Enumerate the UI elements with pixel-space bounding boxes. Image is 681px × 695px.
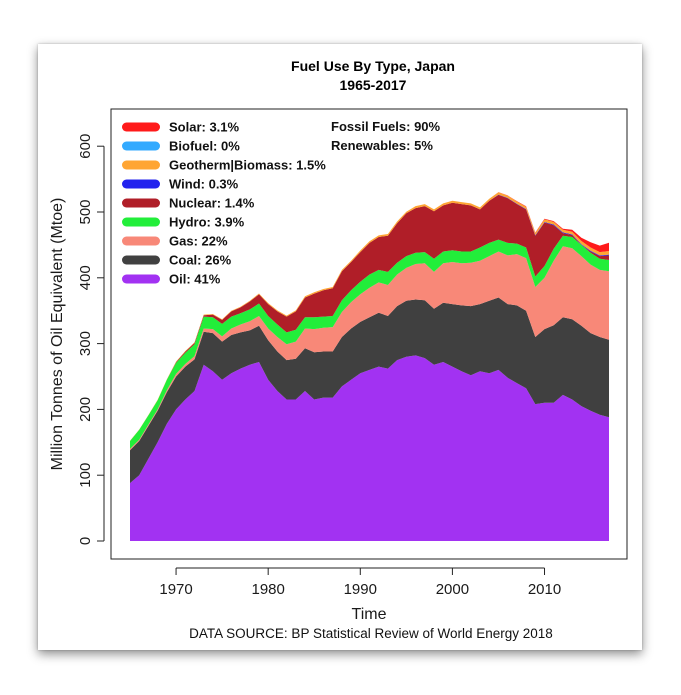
legend-label: Wind: 0.3% (169, 177, 239, 192)
area-geotherm-biomass (130, 192, 609, 441)
legend-label: Hydro: 3.9% (169, 215, 245, 230)
area-coal (130, 297, 609, 484)
x-axis: 1970 1980 1990 2000 2010 (159, 567, 561, 598)
y-tick-label: 200 (77, 397, 94, 422)
y-axis: 0 100 200 300 400 500 600 (77, 134, 105, 545)
x-axis-title: Time (352, 606, 387, 623)
legend-swatch (122, 141, 160, 151)
legend-label: Biofuel: 0% (169, 139, 240, 154)
y-tick-label: 0 (77, 537, 94, 545)
x-tick-label: 1990 (344, 581, 377, 598)
legend-label: Coal: 26% (169, 253, 232, 268)
area-gas (130, 246, 609, 451)
legend-label: Solar: 3.1% (169, 120, 240, 135)
legend-label: Oil: 41% (169, 272, 221, 287)
legend-item-oil: Oil: 41% (122, 272, 221, 287)
legend-swatch (122, 122, 160, 132)
legend-swatch (122, 217, 160, 227)
legend-item-geotherm-biomass: Geotherm|Biomass: 1.5% (122, 158, 326, 173)
summary-fossil-fuels: Fossil Fuels: 90% (331, 119, 441, 134)
legend-swatch (122, 179, 160, 189)
legend-label: Nuclear: 1.4% (169, 196, 255, 211)
legend-summary: Fossil Fuels: 90% Renewables: 5% (331, 119, 441, 153)
area-hydro (130, 235, 609, 449)
legend-item-nuclear: Nuclear: 1.4% (122, 196, 255, 211)
x-tick-label: 2010 (528, 581, 561, 598)
chart-subtitle: 1965-2017 (340, 77, 407, 93)
y-tick-label: 100 (77, 463, 94, 488)
legend-item-gas: Gas: 22% (122, 234, 228, 249)
x-tick-label: 1970 (159, 581, 192, 598)
legend-swatch (122, 274, 160, 284)
legend-item-solar: Solar: 3.1% (122, 120, 240, 135)
legend-item-coal: Coal: 26% (122, 253, 232, 268)
legend-item-hydro: Hydro: 3.9% (122, 215, 245, 230)
legend-swatch (122, 236, 160, 246)
y-tick-label: 400 (77, 265, 94, 290)
y-tick-label: 600 (77, 134, 94, 159)
y-tick-label: 300 (77, 331, 94, 356)
summary-renewables: Renewables: 5% (331, 138, 433, 153)
legend-label: Gas: 22% (169, 234, 228, 249)
y-tick-label: 500 (77, 199, 94, 224)
legend-item-wind: Wind: 0.3% (122, 177, 239, 192)
legend-item-biofuel: Biofuel: 0% (122, 139, 240, 154)
legend-swatch (122, 160, 160, 170)
area-layers (130, 192, 609, 541)
plot-frame (110, 108, 628, 560)
chart-card: Fuel Use By Type, Japan 1965-2017 1970 19… (38, 44, 642, 650)
legend: Solar: 3.1% Biofuel: 0% Geotherm|Biomass: … (122, 120, 326, 287)
legend-swatch (122, 198, 160, 208)
area-chart: Fuel Use By Type, Japan 1965-2017 1970 19… (49, 58, 628, 641)
area-oil (130, 355, 609, 541)
legend-swatch (122, 255, 160, 265)
y-axis-title: Million Tonnes of Oil Equivalent (Mtoe) (49, 198, 66, 471)
x-tick-label: 2000 (436, 581, 469, 598)
data-source-note: DATA SOURCE: BP Statistical Review of Wo… (189, 626, 553, 641)
x-tick-label: 1980 (251, 581, 284, 598)
legend-label: Geotherm|Biomass: 1.5% (169, 158, 326, 173)
chart-title: Fuel Use By Type, Japan (291, 58, 455, 74)
area-nuclear (130, 194, 609, 441)
